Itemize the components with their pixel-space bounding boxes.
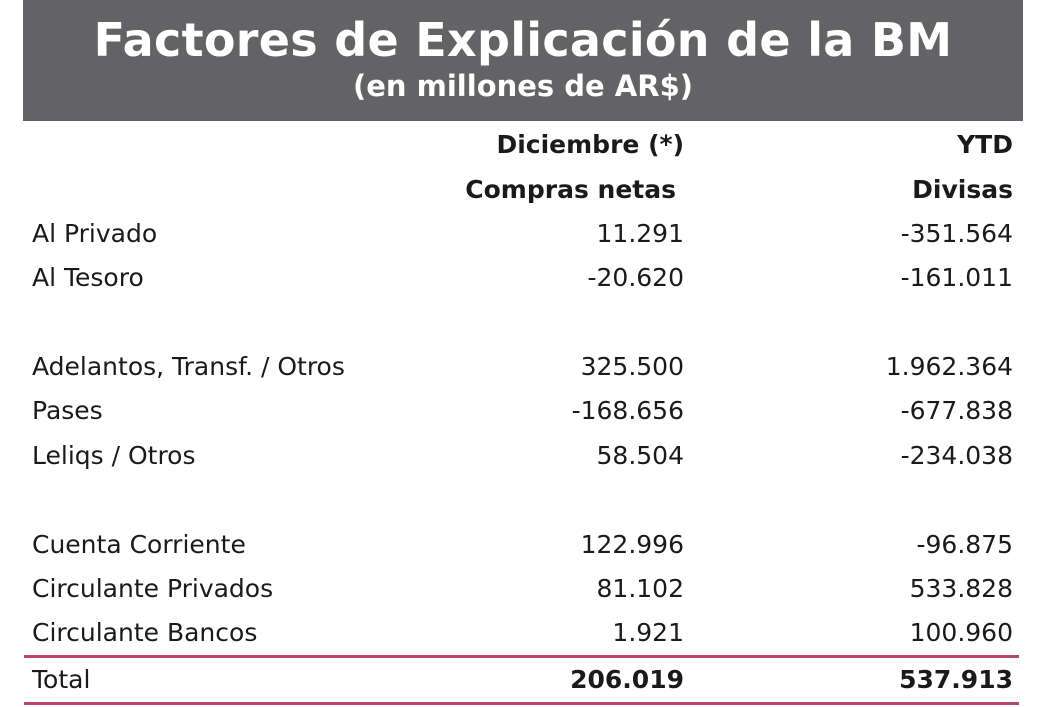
row-value-diciembre: 325.500 xyxy=(580,352,684,381)
total-bottom-divider xyxy=(24,702,1019,705)
total-value-diciembre: 206.019 xyxy=(570,665,684,694)
row-value-ytd: 100.960 xyxy=(909,618,1013,647)
row-value-diciembre: 122.996 xyxy=(580,530,684,559)
row-value-diciembre: -20.620 xyxy=(587,263,685,292)
row-value-ytd: -161.011 xyxy=(900,263,1013,292)
column-header-ytd: YTD xyxy=(957,130,1013,159)
row-value-diciembre: 11.291 xyxy=(596,219,684,248)
table-row: Adelantos, Transf. / Otros 325.500 1.962… xyxy=(0,345,1041,389)
row-label: Cuenta Corriente xyxy=(32,530,246,559)
row-value-ytd: -677.838 xyxy=(900,396,1013,425)
page-title: Factores de Explicación de la BM xyxy=(93,13,953,67)
table-row: Circulante Privados 81.102 533.828 xyxy=(0,567,1041,611)
total-value-ytd: 537.913 xyxy=(899,665,1013,694)
row-label: Al Tesoro xyxy=(32,263,144,292)
row-label: Pases xyxy=(32,396,103,425)
row-value-diciembre: -168.656 xyxy=(571,396,684,425)
row-value-ytd: -234.038 xyxy=(900,441,1013,470)
row-label: Adelantos, Transf. / Otros xyxy=(32,352,345,381)
title-banner: Factores de Explicación de la BM (en mil… xyxy=(23,0,1023,121)
row-value-ytd: 533.828 xyxy=(909,574,1013,603)
column-header-diciembre: Diciembre (*) xyxy=(496,130,684,159)
column-header-row-1: Diciembre (*) YTD xyxy=(0,123,1041,167)
total-row: Total 206.019 537.913 xyxy=(0,658,1041,702)
table-row: Al Tesoro -20.620 -161.011 xyxy=(0,256,1041,300)
table-row: Circulante Bancos 1.921 100.960 xyxy=(0,611,1041,655)
total-label: Total xyxy=(32,665,91,694)
row-label: Leliqs / Otros xyxy=(32,441,196,470)
table-row: Pases -168.656 -677.838 xyxy=(0,389,1041,433)
row-value-ytd: -351.564 xyxy=(900,219,1013,248)
row-value-diciembre: 58.504 xyxy=(596,441,684,470)
row-value-ytd: 1.962.364 xyxy=(885,352,1013,381)
table-row: Cuenta Corriente 122.996 -96.875 xyxy=(0,523,1041,567)
total-top-divider xyxy=(24,655,1019,658)
table-row: Al Privado 11.291 -351.564 xyxy=(0,212,1041,256)
row-value-diciembre: 1.921 xyxy=(612,618,684,647)
row-label: Al Privado xyxy=(32,219,158,248)
row-label: Circulante Privados xyxy=(32,574,274,603)
column-header-row-2: Compras netas Divisas xyxy=(0,168,1041,212)
page-subtitle: (en millones de AR$) xyxy=(352,69,694,103)
column-header-divisas: Divisas xyxy=(912,175,1013,204)
row-value-ytd: -96.875 xyxy=(916,530,1014,559)
row-label: Circulante Bancos xyxy=(32,618,258,647)
column-header-compras-netas: Compras netas xyxy=(465,175,676,204)
table-row: Leliqs / Otros 58.504 -234.038 xyxy=(0,434,1041,478)
row-value-diciembre: 81.102 xyxy=(596,574,684,603)
